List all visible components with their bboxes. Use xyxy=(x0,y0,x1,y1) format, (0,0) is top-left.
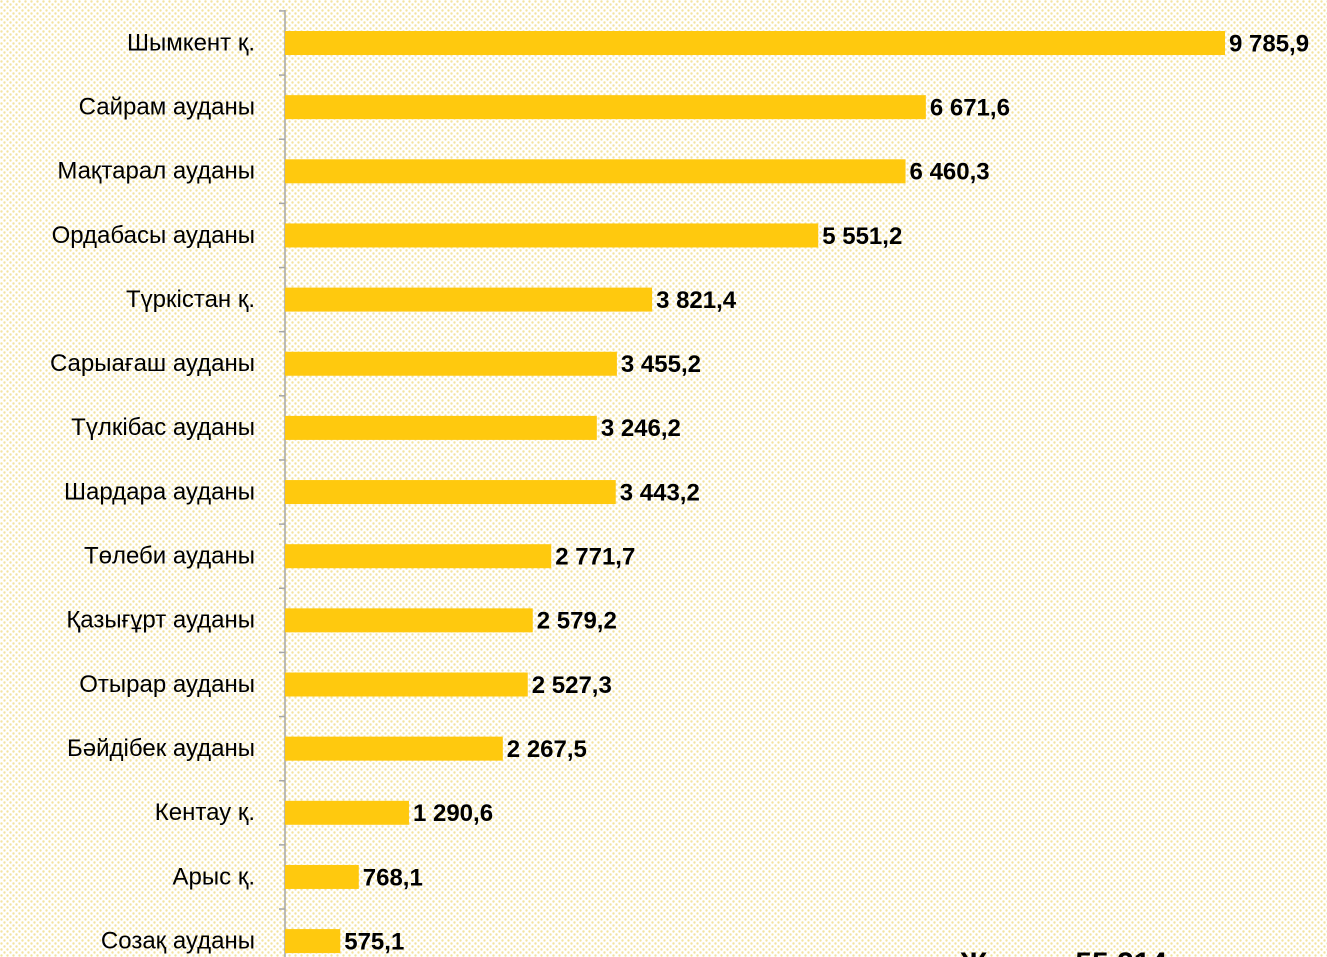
category-label: Төлеби ауданы xyxy=(84,543,255,570)
value-label: 5 551,2 xyxy=(822,223,902,250)
bar xyxy=(285,800,409,825)
category-label: Бәйдібек ауданы xyxy=(67,735,255,762)
value-label: 3 455,2 xyxy=(621,351,701,378)
value-label: 575,1 xyxy=(344,928,404,955)
bar xyxy=(285,223,819,248)
value-label: 2 771,7 xyxy=(555,544,635,571)
value-label: 6 671,6 xyxy=(930,94,1010,121)
bar xyxy=(285,480,616,505)
category-label: Шымкент қ. xyxy=(127,29,255,56)
category-label: Сайрам ауданы xyxy=(79,93,255,120)
category-label: Түлкібас ауданы xyxy=(71,414,255,441)
value-label: 2 527,3 xyxy=(532,672,612,699)
bar xyxy=(285,95,926,120)
value-label: 3 246,2 xyxy=(601,415,681,442)
bar xyxy=(285,415,597,440)
bar xyxy=(285,864,359,889)
category-label: Кентау қ. xyxy=(155,799,255,826)
category-label: Шардара ауданы xyxy=(64,478,255,505)
category-label: Қазығұрт ауданы xyxy=(66,607,255,634)
category-label: Отырар ауданы xyxy=(79,671,255,698)
value-label: 2 267,5 xyxy=(507,736,587,763)
bar xyxy=(285,672,528,697)
value-label: 3 821,4 xyxy=(656,287,737,314)
value-label: 768,1 xyxy=(363,864,423,891)
bar xyxy=(285,287,653,312)
category-label: Түркістан қ. xyxy=(126,286,255,313)
value-label: 2 579,2 xyxy=(537,608,617,635)
value-label: 3 443,2 xyxy=(620,479,700,506)
value-label: 6 460,3 xyxy=(910,159,990,186)
bar xyxy=(285,736,503,761)
annotation: Жалпы 55 214 млн xyxy=(959,947,1235,957)
bar xyxy=(285,351,617,376)
category-label: Ордабасы ауданы xyxy=(52,222,255,249)
category-label: Созақ ауданы xyxy=(101,927,255,954)
bar xyxy=(285,31,1225,55)
bar xyxy=(285,608,533,633)
bar xyxy=(285,544,552,569)
bar xyxy=(285,159,906,184)
category-label: Сарыағаш ауданы xyxy=(50,350,255,377)
value-label: 9 785,9 xyxy=(1229,30,1309,57)
category-label: Мақтарал ауданы xyxy=(57,158,255,185)
bar xyxy=(285,929,341,954)
value-label: 1 290,6 xyxy=(413,800,493,827)
category-label: Арыс қ. xyxy=(173,863,255,890)
